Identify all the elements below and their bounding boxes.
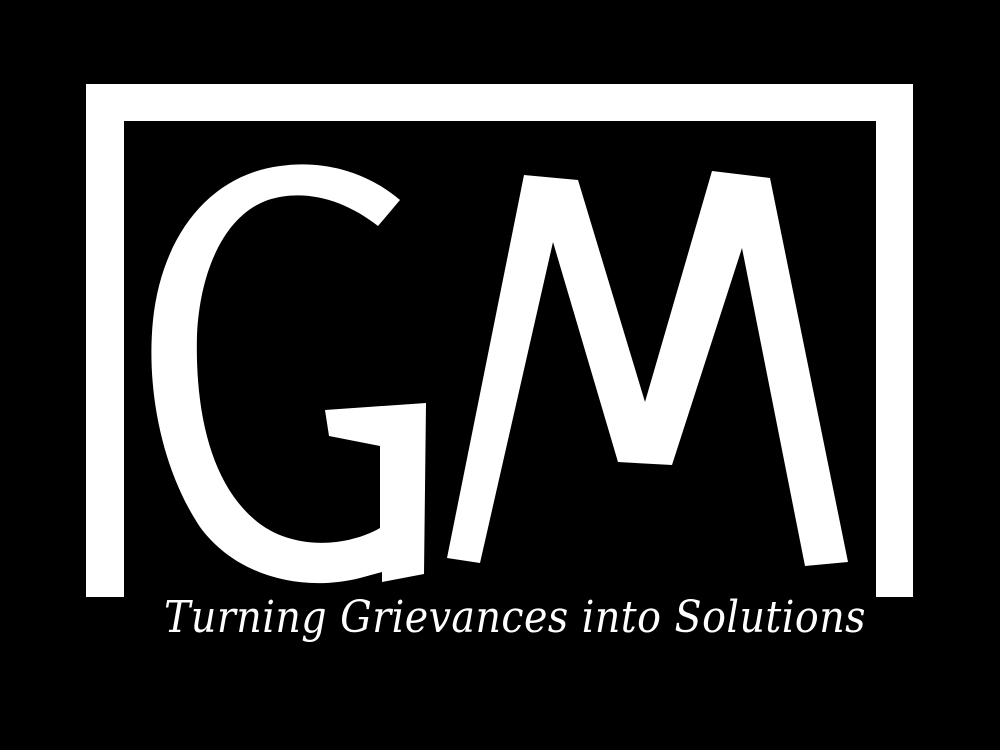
logo-letter-m	[447, 171, 848, 566]
logo-letter-g	[151, 164, 427, 584]
tagline: Turning Grievances into Solutions	[164, 592, 866, 643]
